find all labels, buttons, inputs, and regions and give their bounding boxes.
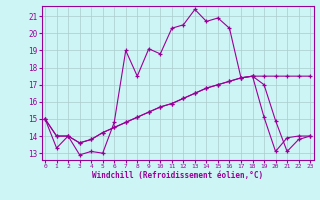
X-axis label: Windchill (Refroidissement éolien,°C): Windchill (Refroidissement éolien,°C): [92, 171, 263, 180]
